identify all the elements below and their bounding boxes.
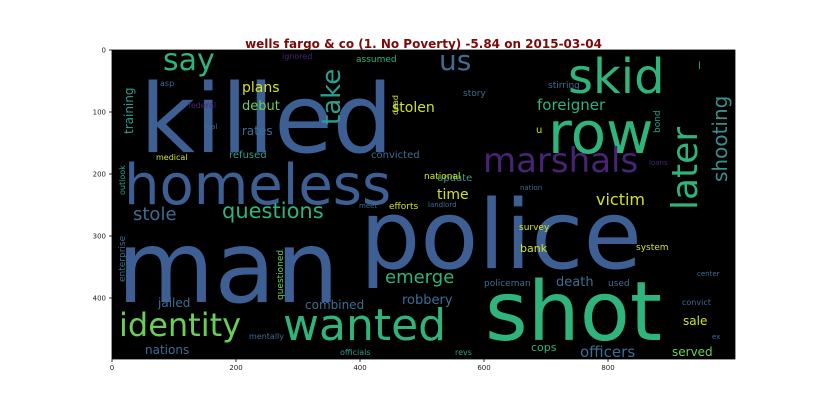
word-time: time [437,187,469,203]
x-tick-label: 600 [477,364,490,372]
word-marshals: marshals [483,141,638,181]
word-ex: ex [712,333,720,341]
y-tick-label: 200 [93,171,106,179]
word-officials: officials [340,348,371,357]
word-asp: asp [160,79,174,88]
word-center: center [697,270,720,278]
word-landlord: landlord [428,201,457,209]
word-revs: revs [455,348,472,357]
word-skid: skid [568,49,665,105]
word-us: us [439,44,471,77]
word-efforts: efforts [389,202,418,212]
word-meet: meet [359,202,377,210]
word-real: real [204,123,217,131]
word-loans: loans [649,159,668,167]
word-nation: nation [520,184,542,192]
word-identity: identity [119,306,241,344]
word-bank: bank [520,242,548,255]
word-plans: plans [242,80,280,96]
word-u: u [536,125,542,136]
word-man: man [117,209,339,326]
word-ignored: ignored [282,52,312,61]
word-federal: federal [188,101,216,110]
word-killed: killed [140,65,393,175]
word-rates: rates [242,124,273,138]
word-sale: sale [683,314,707,328]
word-used: used [608,279,630,289]
word-nations: nations [145,343,189,357]
word-say: say [163,43,215,78]
x-tick-label: 800 [601,364,614,372]
word-convict: convict [682,298,711,307]
word-training: training [122,88,136,135]
word-system: system [636,243,669,253]
y-tick-label: 100 [93,109,106,117]
word-later: later [665,127,706,210]
word-stirring: stirring [548,81,580,91]
word-death: death [556,275,594,290]
word-emerge: emerge [385,267,454,288]
word-convicted: convicted [371,150,420,161]
word-medical: medical [156,153,188,162]
word-story: story [463,89,486,99]
word-wanted: wanted [283,300,446,351]
word-questioned: questioned [276,250,286,300]
x-tick-label: 0 [110,364,114,372]
plot-area [111,49,736,360]
y-tick-label: 400 [93,295,106,303]
word-police: police [360,181,642,291]
word-victim: victim [596,190,645,209]
word-mentally: mentally [249,332,284,341]
y-tick-label: 0 [102,47,106,55]
word-shot: shot [485,265,662,360]
word-assumed: assumed [356,55,397,65]
word-homeless: homeless [124,153,391,218]
word-update: update [437,173,472,184]
word-national: national [424,172,460,182]
word-enterprise: enterprise [118,235,128,282]
word-served: served [672,345,713,359]
word-row: row [548,99,654,167]
y-tick-label: 300 [93,233,106,241]
word-bond: bond [653,110,663,133]
x-tick-label: 200 [229,364,242,372]
word-take: take [317,69,347,125]
word-refused: refused [229,150,267,161]
word-dead: dead [391,95,400,115]
word-debut: debut [242,99,280,114]
word-jailed: jailed [157,296,190,310]
word-stole: stole [133,204,177,225]
word-officers: officers [580,343,635,361]
word-foreigner: foreigner [537,96,606,114]
word-questions: questions [222,199,324,223]
word-outlook: outlook [118,165,127,195]
word-stolen: stolen [392,100,435,116]
word-policeman: policeman [484,279,531,289]
word-cops: cops [531,341,557,354]
word-robbery: robbery [402,293,453,308]
chart-title: wells fargo & co (1. No Poverty) -5.84 o… [245,37,602,51]
word-combined: combined [305,298,364,312]
axis-ticks: 0 200 400 600 800 0 100 200 300 400 [93,47,615,373]
word-l: l [698,61,701,72]
word-survey: survey [519,223,550,233]
word-shooting: shooting [708,96,732,182]
x-tick-label: 400 [353,364,366,372]
